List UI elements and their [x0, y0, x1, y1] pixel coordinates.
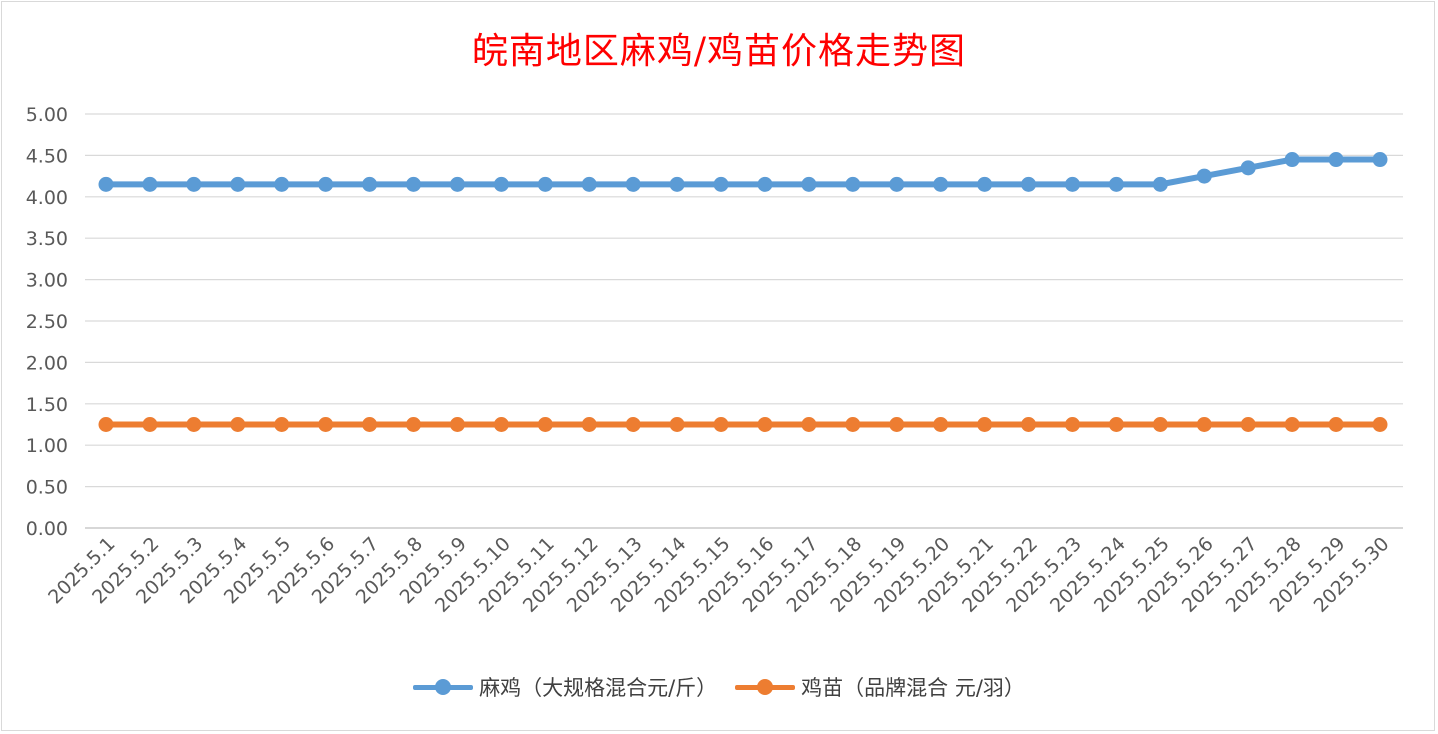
data-point[interactable] — [801, 176, 817, 192]
data-point[interactable] — [845, 176, 861, 192]
data-point[interactable] — [186, 176, 202, 192]
data-point[interactable] — [1064, 176, 1080, 192]
data-point[interactable] — [625, 176, 641, 192]
data-point[interactable] — [1108, 176, 1124, 192]
data-point[interactable] — [1152, 176, 1168, 192]
data-point[interactable] — [1196, 417, 1212, 432]
data-point[interactable] — [142, 176, 158, 192]
y-tick-label: 2.50 — [26, 311, 68, 333]
x-axis-ticks: 2025.5.12025.5.22025.5.32025.5.42025.5.5… — [44, 533, 1393, 617]
legend-swatch-series-1 — [413, 677, 474, 697]
data-point[interactable] — [230, 417, 246, 432]
y-tick-label: 3.50 — [26, 228, 68, 250]
data-point[interactable] — [230, 176, 246, 192]
data-point[interactable] — [1064, 417, 1080, 432]
data-point[interactable] — [1152, 417, 1168, 432]
data-point[interactable] — [1108, 417, 1124, 432]
data-point[interactable] — [581, 176, 597, 192]
y-tick-label: 1.50 — [26, 394, 68, 416]
legend-item-series-1[interactable]: 麻鸡（大规格混合元/斤） — [413, 672, 717, 702]
grid-lines — [85, 113, 1403, 529]
series-2 — [98, 417, 1388, 432]
data-point[interactable] — [1240, 417, 1256, 432]
data-point[interactable] — [537, 417, 553, 432]
data-point[interactable] — [318, 176, 334, 192]
data-point[interactable] — [1372, 152, 1388, 168]
y-axis-ticks: 0.00 0.50 1.00 1.50 2.00 2.50 3.00 3.50 4.00 4.50… — [26, 104, 68, 540]
data-point[interactable] — [845, 417, 861, 432]
legend-label-series-1: 麻鸡（大规格混合元/斤） — [479, 676, 718, 700]
chart-title: 皖南地区麻鸡/鸡苗价格走势图 — [471, 31, 967, 72]
data-point[interactable] — [889, 176, 905, 192]
y-tick-label: 1.00 — [26, 435, 68, 457]
data-point[interactable] — [933, 417, 949, 432]
data-point[interactable] — [1328, 152, 1344, 168]
data-point[interactable] — [713, 417, 729, 432]
data-point[interactable] — [889, 417, 905, 432]
data-point[interactable] — [669, 417, 685, 432]
data-point[interactable] — [1021, 417, 1037, 432]
data-point[interactable] — [362, 176, 378, 192]
data-point[interactable] — [274, 417, 290, 432]
data-point[interactable] — [362, 417, 378, 432]
data-point[interactable] — [142, 417, 158, 432]
data-point[interactable] — [406, 176, 422, 192]
data-point[interactable] — [1021, 176, 1037, 192]
data-point[interactable] — [977, 176, 993, 192]
data-point[interactable] — [406, 417, 422, 432]
data-point[interactable] — [186, 417, 202, 432]
data-point[interactable] — [933, 176, 949, 192]
legend: 麻鸡（大规格混合元/斤） 鸡苗（品牌混合 元/羽） — [0, 672, 1438, 702]
data-point[interactable] — [1372, 417, 1388, 432]
y-tick-label: 0.00 — [26, 518, 68, 540]
data-point[interactable] — [713, 176, 729, 192]
legend-swatch-series-2 — [735, 677, 796, 697]
data-point[interactable] — [1284, 417, 1300, 432]
series-1 — [98, 152, 1388, 192]
data-point[interactable] — [581, 417, 597, 432]
series-line — [103, 156, 1383, 188]
data-point[interactable] — [98, 176, 114, 192]
data-point[interactable] — [1328, 417, 1344, 432]
legend-label-series-2: 鸡苗（品牌混合 元/羽） — [801, 676, 1025, 700]
y-tick-label: 4.50 — [26, 145, 68, 167]
data-point[interactable] — [757, 417, 773, 432]
y-tick-label: 5.00 — [26, 104, 68, 126]
data-point[interactable] — [98, 417, 114, 432]
data-point[interactable] — [1284, 152, 1300, 168]
data-point[interactable] — [801, 417, 817, 432]
data-point[interactable] — [757, 176, 773, 192]
data-point[interactable] — [1196, 168, 1212, 184]
data-point[interactable] — [625, 417, 641, 432]
data-point[interactable] — [274, 176, 290, 192]
y-tick-label: 3.00 — [26, 270, 68, 292]
y-tick-label: 0.50 — [26, 477, 68, 499]
data-point[interactable] — [977, 417, 993, 432]
data-point[interactable] — [493, 417, 509, 432]
legend-item-series-2[interactable]: 鸡苗（品牌混合 元/羽） — [735, 672, 1025, 702]
y-tick-label: 2.00 — [26, 352, 68, 374]
y-tick-label: 4.00 — [26, 187, 68, 209]
data-point[interactable] — [1240, 160, 1256, 176]
series-layer — [98, 152, 1388, 432]
data-point[interactable] — [493, 176, 509, 192]
data-point[interactable] — [318, 417, 334, 432]
data-point[interactable] — [669, 176, 685, 192]
data-point[interactable] — [537, 176, 553, 192]
data-point[interactable] — [449, 417, 465, 432]
data-point[interactable] — [449, 176, 465, 192]
